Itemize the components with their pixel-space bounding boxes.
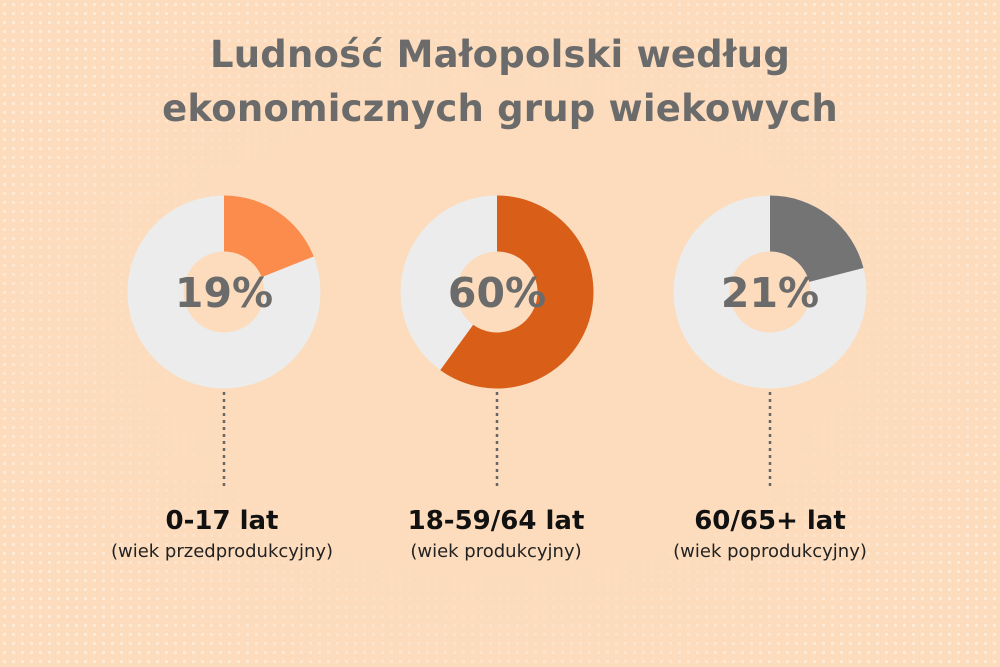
group-label-0-17: 0-17 lat [165,506,279,536]
group-sublabel-0-17: (wiek przedprodukcyjny) [110,541,334,562]
donut-slice-18-59 [440,195,594,389]
chart-title-line-2: ekonomicznych grup wiekowych [162,87,838,130]
group-sublabel-60-65: (wiek poprodukcyjny) [673,541,867,562]
group-label-60-65: 60/65+ lat [694,506,846,536]
chart-title: Ludność Małopolski według ekonomicznych … [0,28,1000,136]
donut-value-label-60-65: 21% [721,269,819,317]
donut-slice-60-65 [770,195,864,282]
donut-value-label-0-17: 19% [175,269,273,317]
donut-slice-0-17 [224,195,314,278]
chart-title-line-1: Ludność Małopolski według [209,33,791,76]
group-label-18-59: 18-59/64 lat [407,506,585,536]
donut-value-label-18-59: 60% [448,269,546,317]
group-sublabel-18-59: (wiek produkcyjny) [410,541,582,562]
